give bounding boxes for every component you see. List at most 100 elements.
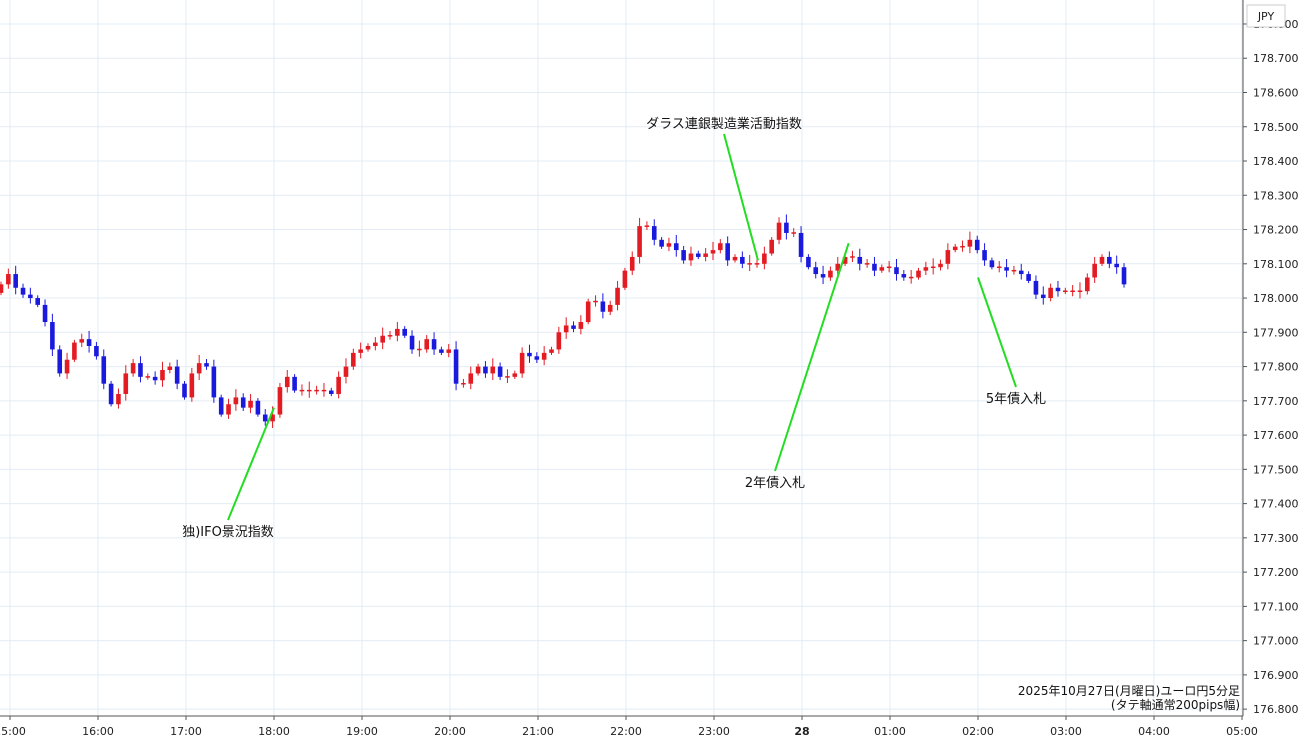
candle [42, 299, 48, 327]
candle-body [1033, 280, 1039, 295]
candle-body [1107, 256, 1112, 264]
candle [387, 330, 393, 340]
candle-body [651, 226, 657, 240]
candle-body [673, 243, 679, 251]
candle-body [886, 266, 892, 269]
candle [1107, 251, 1112, 269]
candle-body [828, 270, 833, 278]
x-tick-label: 18:00 [258, 725, 290, 738]
annotation-label: 2年債入札 [745, 476, 805, 491]
candle-body [182, 383, 187, 398]
candle [57, 345, 63, 377]
candle [593, 295, 598, 307]
candle [299, 384, 305, 396]
candle-body [864, 263, 870, 265]
candle [916, 267, 921, 280]
candle-body [365, 346, 371, 350]
candle [989, 257, 995, 270]
y-axis-panel [1243, 0, 1300, 716]
candle [740, 251, 745, 269]
x-axis: 15:00 16:00 17:00 18:00 19:00 20:00 21:00 22:00… [0, 715, 1258, 738]
candle [791, 228, 797, 237]
candle-body [681, 250, 686, 261]
annotation-leader [723, 133, 759, 261]
candle [461, 378, 466, 388]
candle [563, 317, 569, 339]
candle [541, 346, 547, 366]
candle [718, 239, 723, 254]
candle [1092, 256, 1097, 283]
candle [475, 363, 481, 376]
candle [578, 315, 584, 335]
candle-body [512, 373, 518, 377]
candle [776, 217, 782, 245]
candle-body [732, 256, 738, 261]
candle [666, 237, 672, 252]
candle-body [519, 352, 525, 374]
candle [336, 371, 341, 399]
candle [306, 381, 312, 398]
candle-body [725, 243, 730, 261]
candle-body [431, 339, 437, 350]
candle [417, 340, 422, 357]
candle [1055, 280, 1061, 297]
candle-body [233, 397, 239, 405]
candle-body [784, 222, 789, 233]
candle-body [982, 250, 987, 261]
candle-body [116, 393, 121, 405]
candle [497, 362, 503, 381]
candle [828, 266, 833, 281]
candle [233, 389, 239, 411]
chart-caption: 2025年10月27日(月曜日)ユーロ円5分足 (タテ軸通常200pips幅) [1018, 684, 1240, 712]
candle [468, 366, 474, 390]
candle [240, 393, 246, 411]
candle-body [622, 270, 628, 288]
candle [1121, 263, 1127, 288]
candle-body [314, 389, 319, 392]
candle [732, 254, 738, 263]
candle [86, 330, 92, 353]
candle [1033, 275, 1039, 300]
candle-body [130, 363, 136, 374]
candle-body [306, 389, 312, 392]
candle [218, 394, 224, 417]
candle-body [769, 239, 774, 254]
candle-body [571, 325, 576, 329]
candle-body [417, 348, 422, 351]
candle-body [1092, 263, 1097, 278]
candle [879, 264, 885, 273]
candlesticks [0, 214, 1127, 428]
candle [174, 359, 180, 390]
candle-body [475, 366, 481, 374]
candle [483, 361, 488, 378]
candle-body [497, 366, 503, 377]
candle-body [240, 397, 246, 408]
y-axis: 178.800178.700178.600178.500178.400178.3… [1242, 0, 1300, 716]
candle [1040, 286, 1046, 305]
candle [211, 359, 217, 403]
candle [0, 281, 4, 296]
candle [864, 258, 870, 268]
candle [571, 321, 576, 333]
candle-body [20, 287, 26, 295]
candle-body [380, 335, 385, 343]
candle [820, 265, 826, 285]
candle [806, 254, 811, 270]
candle [938, 259, 943, 271]
candle [424, 335, 430, 353]
candle-body [541, 352, 547, 360]
candle-body [72, 342, 77, 360]
candle [784, 214, 789, 240]
candle-body [908, 276, 914, 279]
annotation-label: ダラス連銀製造業活動指数 [646, 116, 802, 132]
y-tick-label: 177.100 [1253, 600, 1299, 613]
candle-body [1077, 290, 1083, 293]
annotation-leader [977, 277, 1017, 388]
candle [725, 236, 730, 266]
candle [255, 398, 261, 417]
candle-body [299, 389, 305, 392]
candle-body [820, 274, 826, 278]
candle [72, 339, 77, 362]
candle-body [776, 222, 782, 240]
candle [505, 369, 510, 384]
